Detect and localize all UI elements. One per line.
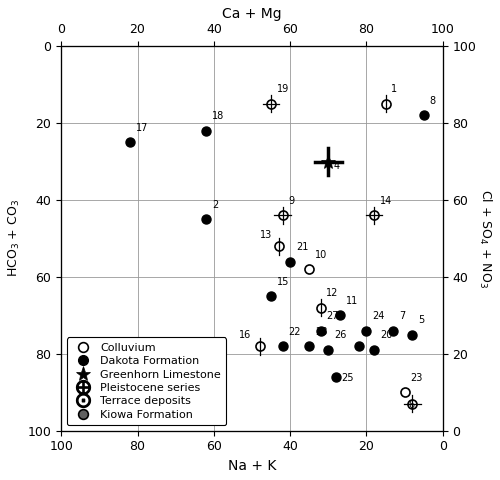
Text: 28: 28 <box>315 326 328 336</box>
Text: 13: 13 <box>260 230 272 240</box>
Text: 20: 20 <box>380 330 392 340</box>
X-axis label: Na + K: Na + K <box>228 459 276 473</box>
Text: 16: 16 <box>238 330 251 340</box>
Text: 3: 3 <box>364 326 370 336</box>
Text: 24: 24 <box>372 311 384 321</box>
Text: 9: 9 <box>288 196 294 206</box>
Text: 19: 19 <box>277 84 289 94</box>
Text: 14: 14 <box>380 196 392 206</box>
Text: 11: 11 <box>346 296 358 306</box>
Y-axis label: HCO$_3$ + CO$_3$: HCO$_3$ + CO$_3$ <box>7 200 22 277</box>
Text: 23: 23 <box>410 372 422 383</box>
Text: 18: 18 <box>212 111 224 121</box>
Text: 2: 2 <box>212 200 218 210</box>
Text: 15: 15 <box>277 276 289 287</box>
Text: 26: 26 <box>334 330 346 340</box>
Text: 22: 22 <box>288 326 300 336</box>
Text: 17: 17 <box>136 123 148 133</box>
Text: 4: 4 <box>334 161 340 171</box>
Legend: Colluvium, Dakota Formation, Greenhorn Limestone, Pleistocene series, Terrace de: Colluvium, Dakota Formation, Greenhorn L… <box>67 337 226 425</box>
Text: 8: 8 <box>430 96 436 106</box>
Text: 1: 1 <box>392 84 398 94</box>
Text: 5: 5 <box>418 315 424 325</box>
Text: 27: 27 <box>326 311 339 321</box>
Text: 25: 25 <box>342 372 354 383</box>
Text: 6: 6 <box>408 400 414 409</box>
Text: 21: 21 <box>296 242 308 252</box>
Text: 12: 12 <box>326 288 339 298</box>
Y-axis label: Cl + SO$_4$ + NO$_3$: Cl + SO$_4$ + NO$_3$ <box>477 189 493 288</box>
Text: 10: 10 <box>315 250 327 260</box>
Text: 7: 7 <box>399 311 405 321</box>
X-axis label: Ca + Mg: Ca + Mg <box>222 7 282 21</box>
